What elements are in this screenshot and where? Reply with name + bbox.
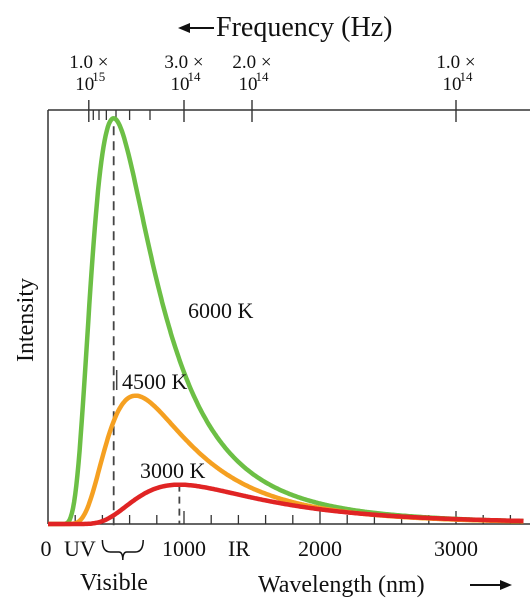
- visible-range-brace: [101, 539, 144, 561]
- freq-tick-mantissa-3: 1.0 ×: [436, 52, 475, 73]
- freq-tick-base-3: 10: [443, 74, 462, 95]
- freq-tick-power-0: 15: [92, 69, 105, 84]
- freq-tick-mantissa-0: 1.0 ×: [69, 52, 108, 73]
- freq-tick-mantissa-1: 3.0 ×: [164, 52, 203, 73]
- freq-tick-base-1: 10: [171, 74, 190, 95]
- x-axis-arrow: [470, 580, 512, 590]
- ir-label: IR: [228, 536, 250, 561]
- arrow-left-icon: [178, 23, 190, 33]
- y-axis-label: Intensity: [13, 278, 39, 362]
- freq-tick-power-3: 14: [460, 69, 474, 84]
- x-axis-tick-labels: 0 1000 2000 3000: [41, 536, 479, 561]
- series-label-6000k: 6000 K: [188, 298, 254, 323]
- visible-label: Visible: [80, 570, 148, 596]
- x-tick-label-1000: 1000: [162, 536, 206, 561]
- uv-label: UV: [64, 536, 96, 561]
- series-label-4500k: 4500 K: [122, 369, 188, 394]
- series-3000k-curve: [48, 482, 524, 527]
- frequency-ticks: [88, 100, 457, 122]
- series-6000k-curve: [47, 116, 524, 527]
- freq-tick-base-0: 10: [75, 74, 94, 95]
- frequency-axis-label: Frequency (Hz): [216, 12, 392, 43]
- freq-tick-power-1: 14: [188, 69, 202, 84]
- freq-tick-base-2: 10: [239, 74, 258, 95]
- freq-tick-mantissa-2: 2.0 ×: [232, 52, 271, 73]
- series-label-3000k: 3000 K: [140, 458, 206, 483]
- x-tick-label-0: 0: [41, 536, 52, 561]
- frequency-axis-title: Frequency (Hz): [178, 12, 392, 43]
- x-tick-label-3000: 3000: [434, 536, 478, 561]
- arrow-right-icon: [500, 580, 512, 590]
- x-tick-label-2000: 2000: [298, 536, 342, 561]
- freq-tick-power-2: 14: [256, 69, 270, 84]
- x-axis-label: Wavelength (nm): [258, 572, 425, 598]
